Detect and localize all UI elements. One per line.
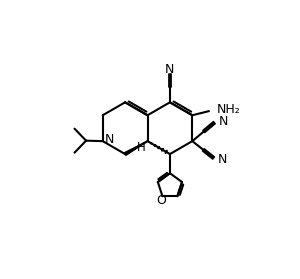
Text: O: O xyxy=(157,194,166,207)
Text: N: N xyxy=(218,115,228,128)
Polygon shape xyxy=(124,141,148,155)
Text: N: N xyxy=(165,64,175,76)
Text: N: N xyxy=(218,153,227,166)
Text: H: H xyxy=(137,141,146,154)
Text: NH₂: NH₂ xyxy=(216,104,240,116)
Text: N: N xyxy=(105,133,114,146)
